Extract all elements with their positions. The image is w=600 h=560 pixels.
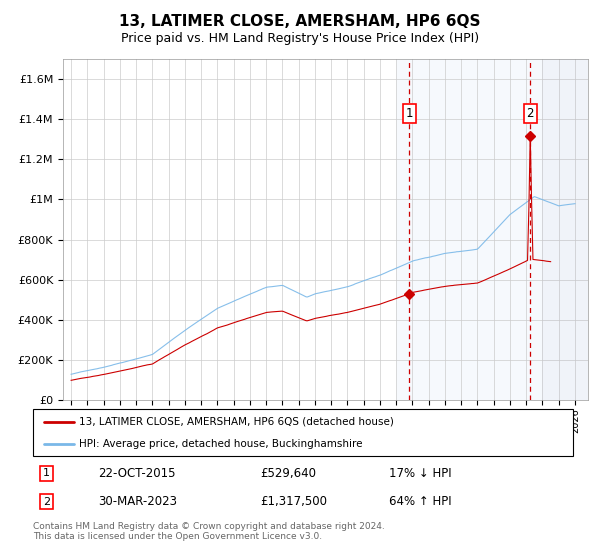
Bar: [542, 59, 600, 400]
Text: 30-MAR-2023: 30-MAR-2023: [98, 495, 177, 508]
Text: 2: 2: [43, 497, 50, 507]
Text: 2: 2: [527, 107, 534, 120]
Text: 22-OCT-2015: 22-OCT-2015: [98, 467, 175, 480]
Text: 1: 1: [43, 468, 50, 478]
Text: 1: 1: [406, 107, 413, 120]
Text: 64% ↑ HPI: 64% ↑ HPI: [389, 495, 452, 508]
Text: 13, LATIMER CLOSE, AMERSHAM, HP6 6QS: 13, LATIMER CLOSE, AMERSHAM, HP6 6QS: [119, 14, 481, 29]
FancyBboxPatch shape: [33, 409, 573, 456]
Text: 17% ↓ HPI: 17% ↓ HPI: [389, 467, 452, 480]
Bar: [542, 59, 600, 400]
Text: Contains HM Land Registry data © Crown copyright and database right 2024.
This d: Contains HM Land Registry data © Crown c…: [33, 522, 385, 542]
Text: 13, LATIMER CLOSE, AMERSHAM, HP6 6QS (detached house): 13, LATIMER CLOSE, AMERSHAM, HP6 6QS (de…: [79, 417, 394, 427]
Text: £529,640: £529,640: [260, 467, 316, 480]
Text: HPI: Average price, detached house, Buckinghamshire: HPI: Average price, detached house, Buck…: [79, 438, 362, 449]
Text: Price paid vs. HM Land Registry's House Price Index (HPI): Price paid vs. HM Land Registry's House …: [121, 32, 479, 45]
Text: £1,317,500: £1,317,500: [260, 495, 327, 508]
Bar: [396, 59, 600, 400]
